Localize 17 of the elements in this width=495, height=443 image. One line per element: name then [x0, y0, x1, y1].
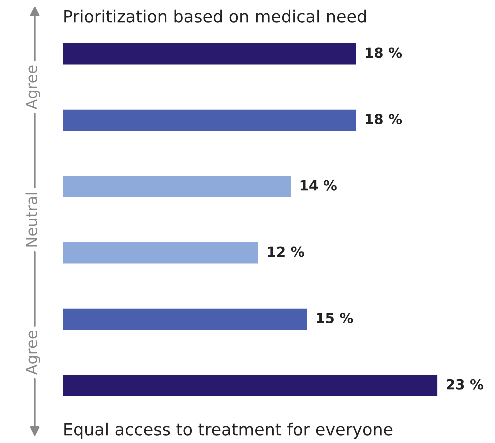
- text: Agree: [26, 331, 41, 375]
- data-label: 15 %: [317, 313, 354, 324]
- x-axis-title: Equal access to treatment for everyone: [64, 422, 393, 440]
- bar: [63, 308, 308, 330]
- bar: [63, 242, 258, 264]
- data-label: 23 %: [446, 379, 484, 390]
- data-label: 12 %: [268, 246, 304, 258]
- bar: [63, 176, 291, 198]
- text: Agree: [26, 66, 41, 110]
- bar: [63, 44, 356, 65]
- bar: [63, 375, 438, 396]
- chart-title: Prioritization based on medical need: [64, 10, 366, 23]
- bar: [63, 110, 356, 132]
- data-label: 14 %: [300, 180, 337, 191]
- text: Neutral: [26, 193, 38, 247]
- data-label: 18 %: [366, 114, 402, 125]
- data-label: 18 %: [366, 48, 402, 58]
